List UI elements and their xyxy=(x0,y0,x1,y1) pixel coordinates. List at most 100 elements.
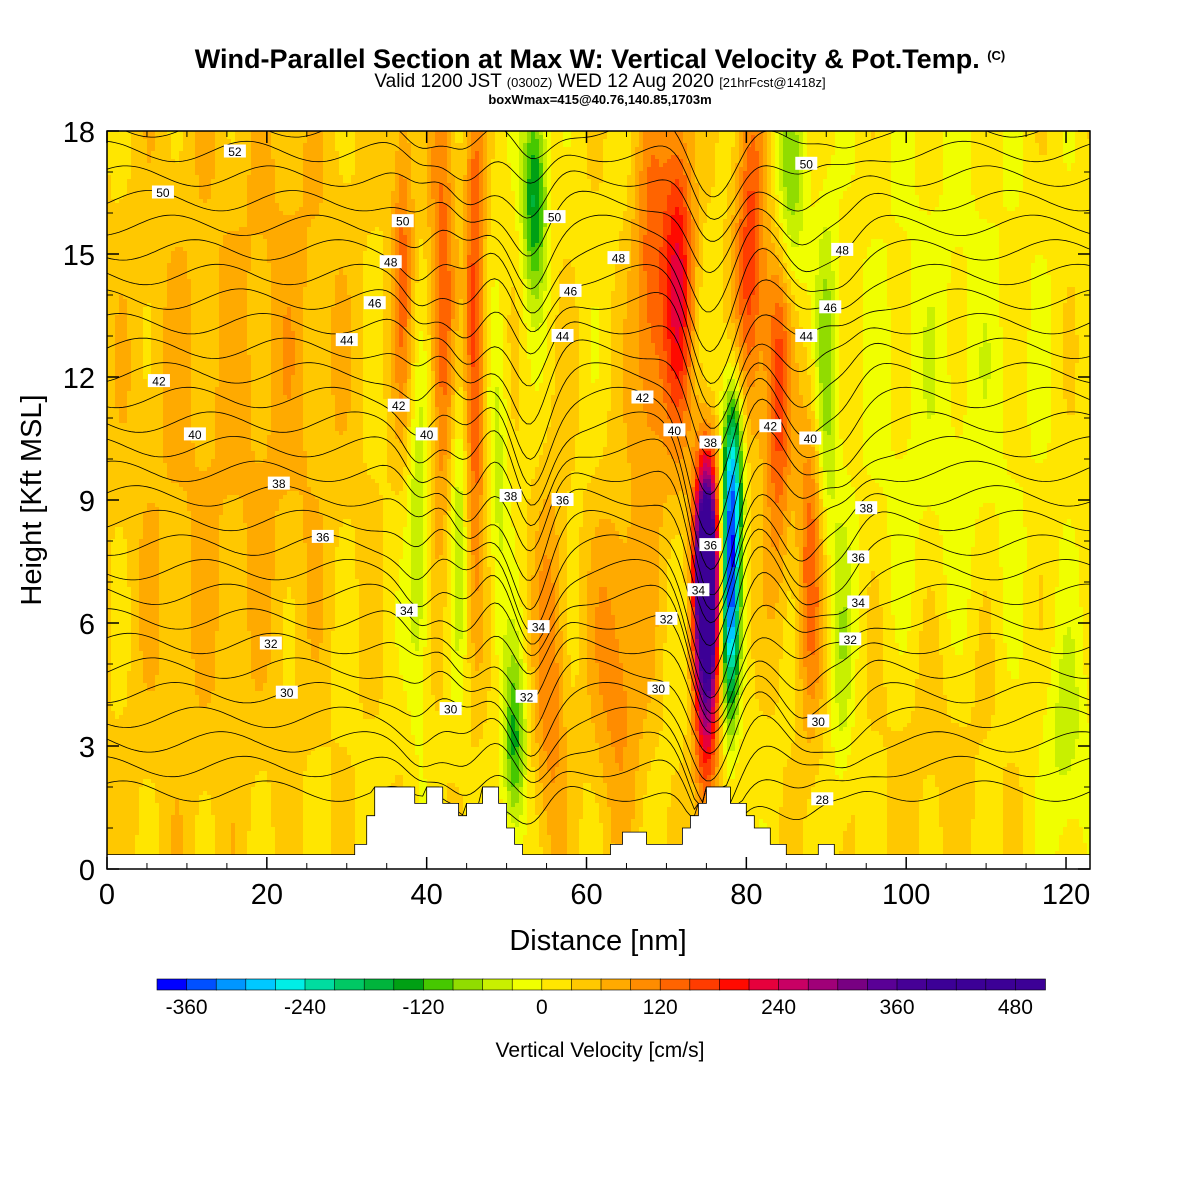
y-axis-label: Height [Kft MSL] xyxy=(16,394,48,605)
contour-label: 36 xyxy=(312,530,334,545)
contour-label: 38 xyxy=(699,436,721,451)
x-tick-label: 60 xyxy=(570,879,602,911)
vertical-velocity-field xyxy=(107,131,1092,872)
contour-label-text: 38 xyxy=(860,502,874,516)
colorbar-tick-label: 240 xyxy=(761,996,796,1019)
colorbar-swatch xyxy=(483,979,513,990)
contour-label: 44 xyxy=(336,333,358,348)
contour-label-text: 50 xyxy=(800,157,814,171)
x-tick-label: 0 xyxy=(99,879,115,911)
cross-section-chart: 525050484644424240 40383634323030323438 36… xyxy=(0,0,1200,1200)
colorbar-swatch xyxy=(808,979,838,990)
contour-label: 42 xyxy=(631,391,653,406)
contour-label-text: 38 xyxy=(704,436,718,450)
colorbar-swatch xyxy=(216,979,246,990)
contour-label: 42 xyxy=(388,399,410,414)
colorbar-swatch xyxy=(867,979,897,990)
colorbar-swatch xyxy=(601,979,631,990)
contour-label: 32 xyxy=(839,632,861,647)
contour-label: 42 xyxy=(759,419,781,434)
contour-label: 38 xyxy=(855,501,877,516)
contour-label-text: 46 xyxy=(564,284,578,298)
contour-label: 50 xyxy=(795,157,817,172)
contour-label: 36 xyxy=(699,538,721,553)
contour-label-text: 42 xyxy=(636,391,650,405)
contour-label: 46 xyxy=(560,284,582,299)
colorbar-swatch xyxy=(749,979,779,990)
x-tick-label: 20 xyxy=(251,879,283,911)
contour-label: 50 xyxy=(544,210,566,225)
contour-label: 50 xyxy=(152,186,174,201)
colorbar-swatch xyxy=(719,979,749,990)
contour-label: 38 xyxy=(268,477,290,492)
contour-label-text: 48 xyxy=(836,243,850,257)
contour-label-text: 42 xyxy=(764,420,778,434)
contour-label-text: 50 xyxy=(548,211,562,225)
colorbar-swatch xyxy=(305,979,335,990)
colorbar-tick-label: -360 xyxy=(166,996,208,1019)
contour-label-text: 34 xyxy=(852,596,866,610)
colorbar-swatch xyxy=(453,979,483,990)
colorbar-label: Vertical Velocity [cm/s] xyxy=(496,1039,705,1062)
contour-label: 34 xyxy=(847,596,869,611)
colorbar-swatch xyxy=(631,979,661,990)
contour-label-text: 38 xyxy=(272,477,286,491)
contour-label-text: 40 xyxy=(188,428,202,442)
contour-label-text: 44 xyxy=(556,330,570,344)
colorbar-swatch xyxy=(779,979,809,990)
y-tick-label: 15 xyxy=(63,240,95,272)
contour-label: 46 xyxy=(364,296,386,311)
contour-label-text: 46 xyxy=(824,301,838,315)
contour-label: 30 xyxy=(440,702,462,717)
contour-label-text: 52 xyxy=(228,145,242,159)
colorbar-swatch xyxy=(927,979,957,990)
colorbar-tick-label: -120 xyxy=(402,996,444,1019)
contour-label-text: 32 xyxy=(660,612,674,626)
contour-label: 28 xyxy=(811,792,833,807)
contour-label-text: 50 xyxy=(156,186,170,200)
colorbar-swatch xyxy=(157,979,187,990)
colorbar-swatch xyxy=(660,979,690,990)
contour-label-text: 48 xyxy=(384,256,398,270)
contour-label: 32 xyxy=(655,612,677,627)
colorbar-swatch xyxy=(897,979,927,990)
x-tick-label: 100 xyxy=(882,879,930,911)
contour-label: 36 xyxy=(847,550,869,565)
colorbar-tick-label: 120 xyxy=(643,996,678,1019)
contour-label-text: 40 xyxy=(804,432,818,446)
y-tick-label: 18 xyxy=(63,117,95,149)
contour-label-text: 36 xyxy=(852,551,866,565)
y-tick-label: 3 xyxy=(79,732,95,764)
colorbar-swatch xyxy=(571,979,601,990)
colorbar-tick-label: 480 xyxy=(998,996,1033,1019)
colorbar-swatch xyxy=(1015,979,1045,990)
contour-label: 38 xyxy=(500,489,522,504)
contour-label: 48 xyxy=(380,255,402,270)
colorbar-swatch xyxy=(838,979,868,990)
contour-label-text: 34 xyxy=(532,621,546,635)
contour-label: 30 xyxy=(647,682,669,697)
contour-label: 42 xyxy=(148,374,170,389)
y-tick-label: 9 xyxy=(79,486,95,518)
contour-label: 34 xyxy=(687,583,709,598)
x-tick-label: 40 xyxy=(411,879,443,911)
contour-label-text: 50 xyxy=(396,215,410,229)
colorbar-tick-label: -240 xyxy=(284,996,326,1019)
contour-label: 30 xyxy=(807,714,829,729)
colorbar-swatch xyxy=(275,979,305,990)
contour-label-text: 28 xyxy=(816,793,830,807)
colorbar-swatch xyxy=(394,979,424,990)
colorbar-swatch xyxy=(956,979,986,990)
contour-label: 46 xyxy=(819,300,841,315)
colorbar-swatch xyxy=(187,979,217,990)
contour-label: 48 xyxy=(831,243,853,258)
contour-label-text: 40 xyxy=(420,428,434,442)
contour-label-text: 40 xyxy=(668,424,682,438)
contour-label-text: 32 xyxy=(844,633,858,647)
contour-label-text: 30 xyxy=(444,703,458,717)
contour-label-text: 32 xyxy=(264,637,278,651)
contour-label: 34 xyxy=(396,604,418,619)
contour-label-text: 36 xyxy=(316,530,330,544)
colorbar-swatch xyxy=(986,979,1016,990)
colorbar-tick-label: 360 xyxy=(879,996,914,1019)
